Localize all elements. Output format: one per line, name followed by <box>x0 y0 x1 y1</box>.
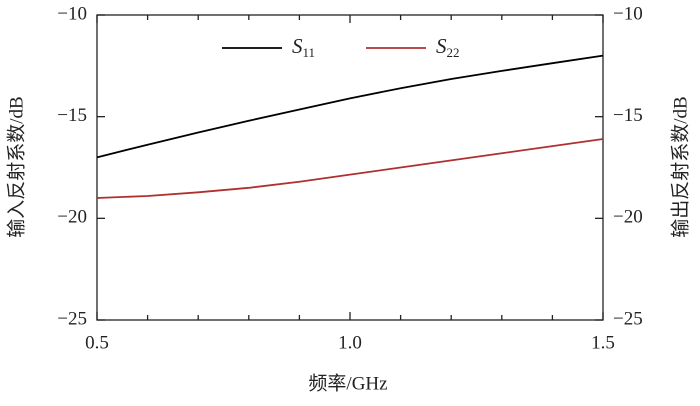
y2-tick-label: −15 <box>613 105 643 126</box>
y2-axis-label: 输出反射系数/dB <box>669 96 691 237</box>
y-tick-label: −25 <box>57 308 87 329</box>
y-tick-label: −20 <box>57 207 87 228</box>
legend-label: S22 <box>436 34 460 60</box>
y-tick-label: −15 <box>57 105 87 126</box>
plot-frame <box>96 14 604 321</box>
legend-label: S11 <box>292 34 315 60</box>
series-line <box>96 54 604 159</box>
y2-tick-label: −25 <box>613 308 643 329</box>
x-tick-label: 0.5 <box>85 332 109 353</box>
x-tick-label: 1.5 <box>591 332 615 353</box>
series-line <box>96 138 604 199</box>
x-axis-label: 频率/GHz <box>308 372 387 394</box>
y2-tick-label: −10 <box>613 3 643 24</box>
y-tick-label: −10 <box>57 3 87 24</box>
y-axis-label: 输入反射系数/dB <box>5 96 27 237</box>
y2-tick-label: −20 <box>613 207 643 228</box>
x-tick-label: 1.0 <box>338 332 362 353</box>
